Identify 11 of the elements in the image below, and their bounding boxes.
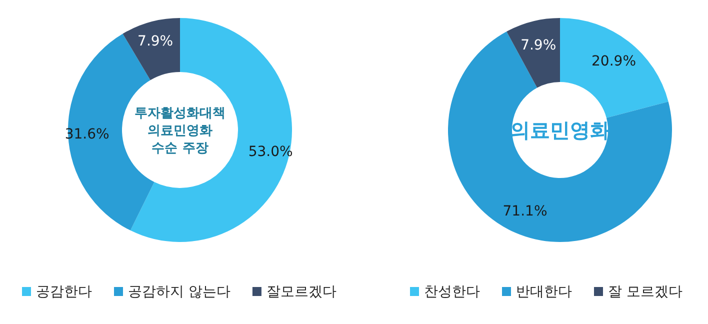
text: 의료민영화 [510, 118, 610, 142]
data-label: 7.9% [138, 33, 174, 50]
data-label: 20.9% [592, 53, 636, 70]
data-label: 71.1% [502, 204, 548, 220]
data-label: 7.9% [520, 38, 556, 54]
legend-label: 반대한다 [516, 284, 572, 300]
legend-label: 잘모르겠다 [266, 284, 336, 300]
text: 투자활성화대책 의료민영화 수순 주장 [134, 106, 226, 156]
legend-label: 공감한다 [36, 284, 92, 300]
legend-label: 찬성한다 [424, 284, 480, 300]
legend-label: 잘 모르겠다 [608, 284, 682, 300]
